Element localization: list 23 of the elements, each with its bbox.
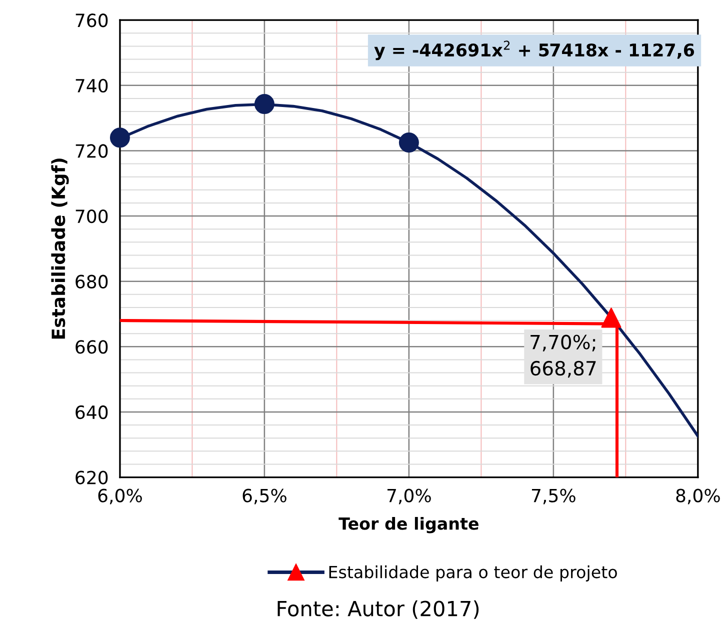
x-tick-label: 7,5% xyxy=(532,488,576,504)
y-axis-title: Estabilidade (Kgf) xyxy=(51,158,69,339)
x-tick-label: 6,0% xyxy=(98,488,142,504)
legend-label: Estabilidade para o teor de projeto xyxy=(329,565,617,582)
x-tick-label: 6,5% xyxy=(242,488,286,504)
point xyxy=(110,128,130,148)
point xyxy=(601,308,622,328)
y-tick-label: 640 xyxy=(76,405,108,420)
x-tick-label: 7,0% xyxy=(387,488,431,504)
point xyxy=(254,94,274,114)
y-tick-label: 720 xyxy=(76,144,108,158)
y-tick-label: 680 xyxy=(76,274,108,288)
y-tick-label: 700 xyxy=(76,209,108,224)
y-tick-label: 620 xyxy=(76,470,108,484)
x-axis-title: Teor de ligante xyxy=(338,516,478,534)
source-note: Fonte: Autor (2017) xyxy=(278,600,479,619)
x-tick-label: 8,0% xyxy=(676,488,720,504)
point xyxy=(398,132,419,153)
annotation: y = -442691x$^{2}$ + 57418x - 1127,6 xyxy=(374,40,694,60)
y-tick-label: 740 xyxy=(76,78,108,93)
data-label: 7,70%; 668,87 xyxy=(530,334,596,378)
y-tick-label: 760 xyxy=(76,14,108,28)
y-tick-label: 660 xyxy=(76,340,108,354)
